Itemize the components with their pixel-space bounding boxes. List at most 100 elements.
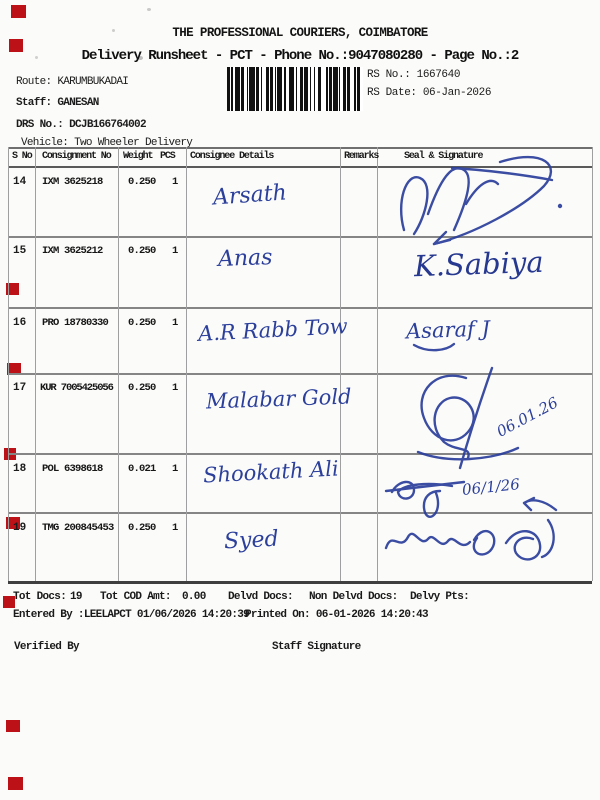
non-delvd-docs-label: Non Delvd Docs: — [309, 591, 398, 603]
row18-signature-date-handwritten: 06/1/26 — [461, 475, 521, 499]
row16-consignee-handwritten: A.R Rabb Tow — [197, 314, 349, 346]
table-border-left — [8, 147, 9, 581]
header-consignee: Consignee Details — [190, 151, 274, 162]
row15-weight: 0.250 — [128, 245, 156, 257]
header-consignment: Consignment No — [42, 151, 112, 162]
col-divider — [340, 147, 341, 581]
verified-by-label: Verified By — [14, 641, 80, 653]
col-divider — [186, 147, 187, 581]
row19-sno: 19 — [13, 522, 27, 534]
row17-signature-stroke — [420, 374, 475, 460]
rs-no-value: 1667640 — [416, 69, 461, 81]
red-scan-mark — [3, 596, 15, 608]
table-border-right — [592, 147, 593, 581]
row14-consignment: IXM 3625218 — [42, 176, 103, 188]
route-value: KARUMBUKADAI — [57, 76, 129, 88]
row18-consignee-handwritten: Shookath Ali — [202, 456, 340, 488]
barcode-bar — [288, 67, 295, 111]
barcode-bar — [274, 67, 276, 111]
barcode-bar — [295, 67, 297, 111]
row18-signature-stroke — [390, 480, 454, 500]
barcode-bar — [339, 67, 341, 111]
row16-sno: 16 — [13, 317, 27, 329]
row-divider — [8, 307, 592, 309]
barcode-bar — [246, 67, 248, 111]
row15-sno: 15 — [13, 245, 27, 257]
row15-signature-handwritten: K.Sabiya — [413, 244, 545, 284]
barcode-bar — [260, 67, 262, 111]
row17-consignment: KUR 7005425056 — [40, 382, 114, 394]
row15-pcs: 1 — [172, 245, 178, 257]
barcode-bar — [304, 67, 309, 111]
drs-line: DRS No.: DCJB166764002 — [16, 119, 147, 131]
row17-consignee-handwritten: Malabar Gold — [205, 384, 352, 414]
col-divider — [118, 147, 119, 581]
row16-pcs: 1 — [172, 317, 178, 329]
row18-pcs: 1 — [172, 463, 178, 475]
row-divider — [8, 453, 592, 455]
row16-consignment: PRO 18780330 — [42, 317, 109, 329]
row-divider — [8, 512, 592, 514]
tot-docs-value: 19 — [70, 591, 83, 603]
red-scan-mark — [11, 5, 26, 18]
table-border-top — [8, 147, 592, 149]
cod-value: 0.00 — [182, 591, 206, 603]
row17-weight: 0.250 — [128, 382, 156, 394]
red-scan-mark — [6, 720, 20, 732]
table-border-bottom — [8, 581, 592, 584]
row15-consignment: IXM 3625212 — [42, 245, 103, 257]
row14-consignee-handwritten: Arsath — [212, 180, 288, 211]
header-weight: Weight — [123, 151, 154, 162]
staff-line: Staff: GANESAN — [16, 97, 99, 109]
staff-signature-label: Staff Signature — [272, 641, 361, 653]
row18-weight: 0.021 — [128, 463, 156, 475]
row19-pcs: 1 — [172, 522, 178, 534]
barcode-bar — [277, 67, 282, 111]
row18-consignment: POL 6398618 — [42, 463, 103, 475]
row17-signature-date-handwritten: 06.01.26 — [493, 393, 562, 441]
row16-signature-swash — [412, 342, 456, 352]
header-sno: S No — [12, 151, 33, 162]
red-scan-mark — [6, 517, 20, 529]
barcode-bar — [357, 67, 360, 111]
barcode-bar — [318, 67, 321, 111]
header-seal: Seal & Signature — [404, 151, 484, 162]
barcode — [227, 67, 363, 111]
barcode-bar — [249, 67, 255, 111]
scan-speck — [112, 29, 115, 32]
barcode-bar — [347, 67, 351, 111]
barcode-bar — [326, 67, 328, 111]
vehicle-value: Two Wheeler Delivery — [74, 137, 193, 149]
runsheet-subtitle: Delivery Runsheet - PCT - Phone No.:9047… — [81, 48, 520, 64]
col-divider — [377, 147, 378, 581]
cod-label: Tot COD Amt: — [100, 591, 172, 603]
vehicle-line: Vehicle: Two Wheeler Delivery — [21, 137, 193, 149]
red-scan-mark — [9, 39, 23, 52]
printed-on-line: Printed On: 06-01-2026 14:20:43 — [245, 609, 429, 621]
delvy-pts-label: Delvy Pts: — [410, 591, 470, 603]
row17-sno: 17 — [13, 382, 27, 394]
header-underline — [8, 166, 592, 168]
row15-consignee-handwritten: Anas — [217, 245, 273, 272]
rs-date-line: RS Date: 06-Jan-2026 — [367, 87, 492, 99]
red-scan-mark — [7, 363, 21, 375]
barcode-bar — [235, 67, 240, 111]
header-pcs: PCS — [160, 151, 176, 162]
barcode-bar — [329, 67, 332, 111]
barcode-bar — [284, 67, 286, 111]
drs-value: DCJB166764002 — [69, 119, 146, 131]
red-scan-mark — [6, 283, 19, 295]
row16-signature-handwritten: Asaraf J — [405, 316, 491, 344]
barcode-bar — [266, 67, 269, 111]
row14-weight: 0.250 — [128, 176, 156, 188]
row14-pcs: 1 — [172, 176, 178, 188]
scan-speck — [35, 56, 38, 59]
delvd-docs-label: Delvd Docs: — [228, 591, 294, 603]
row19-signature-stroke — [384, 532, 472, 550]
barcode-bar — [309, 67, 311, 111]
barcode-bar — [333, 67, 338, 111]
row19-weight: 0.250 — [128, 522, 156, 534]
barcode-bar — [354, 67, 356, 111]
row14-signature-stroke — [399, 176, 429, 236]
